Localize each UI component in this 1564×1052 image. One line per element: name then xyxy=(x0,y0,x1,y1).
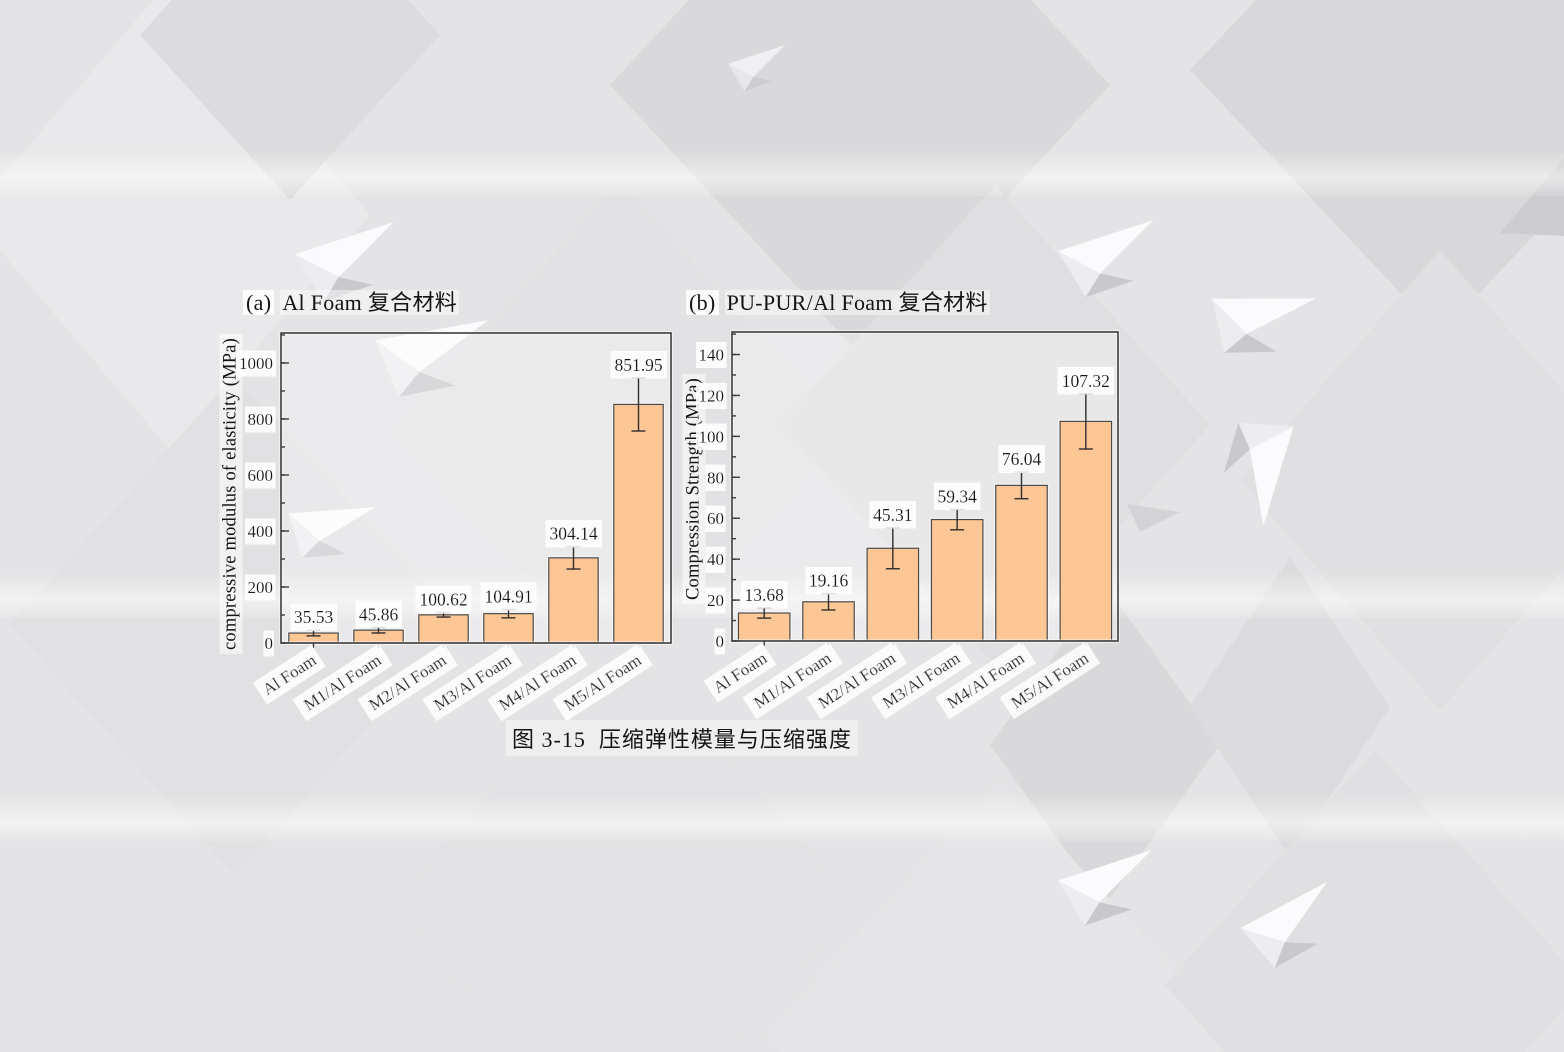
bar xyxy=(1059,420,1113,642)
y-tick-label: 140 xyxy=(699,346,725,365)
background-light-band xyxy=(0,150,1564,196)
chart-b-panel-label: (b) xyxy=(686,290,719,315)
y-tick-label: 80 xyxy=(707,468,724,487)
value-label: 13.68 xyxy=(744,585,784,605)
chart-b-title: (b) PU-PUR/Al Foam 复合材料 xyxy=(686,285,990,317)
background-light-band xyxy=(0,572,1564,618)
value-label: 59.34 xyxy=(937,486,977,506)
value-label: 45.86 xyxy=(359,604,399,624)
bar xyxy=(995,484,1048,642)
value-label: 304.14 xyxy=(549,524,597,544)
chart-a-title-text: Al Foam 复合材料 xyxy=(280,290,460,315)
bar xyxy=(548,557,599,644)
value-label: 851.95 xyxy=(614,355,662,375)
bar xyxy=(930,518,984,642)
y-tick-label: 120 xyxy=(699,386,725,405)
value-label: 45.31 xyxy=(873,505,912,525)
plot-area xyxy=(732,332,1118,641)
figure-caption: 图 3-15 压缩弹性模量与压缩强度 xyxy=(506,720,858,756)
value-label: 107.32 xyxy=(1062,371,1110,391)
chart-a-panel-label: (a) xyxy=(243,290,275,315)
value-label: 100.62 xyxy=(419,590,467,610)
y-tick-label: 100 xyxy=(699,427,725,446)
value-label: 35.53 xyxy=(294,607,334,627)
y-tick-label: 20 xyxy=(707,591,724,610)
y-tick-label: 800 xyxy=(248,410,274,429)
chart-a-title: (a) Al Foam 复合材料 xyxy=(243,285,460,317)
plot-area xyxy=(281,333,671,643)
y-tick-label: 1000 xyxy=(239,354,273,373)
y-tick-label: 400 xyxy=(248,522,274,541)
value-label: 76.04 xyxy=(1002,449,1042,469)
value-label: 104.91 xyxy=(484,586,532,606)
y-tick-label: 200 xyxy=(248,578,274,597)
plot-frame xyxy=(731,331,1119,642)
y-tick-label: 60 xyxy=(707,509,724,528)
bar xyxy=(613,403,664,644)
y-tick-label: 40 xyxy=(707,550,724,569)
y-tick-label: 600 xyxy=(248,466,274,485)
y-tick-label: 0 xyxy=(265,634,274,653)
background-light-band xyxy=(0,795,1564,841)
value-label: 19.16 xyxy=(809,571,849,591)
plot-frame xyxy=(280,332,672,644)
chart-b-title-text: PU-PUR/Al Foam 复合材料 xyxy=(724,290,990,315)
y-tick-label: 0 xyxy=(716,632,725,651)
bar xyxy=(418,614,469,644)
